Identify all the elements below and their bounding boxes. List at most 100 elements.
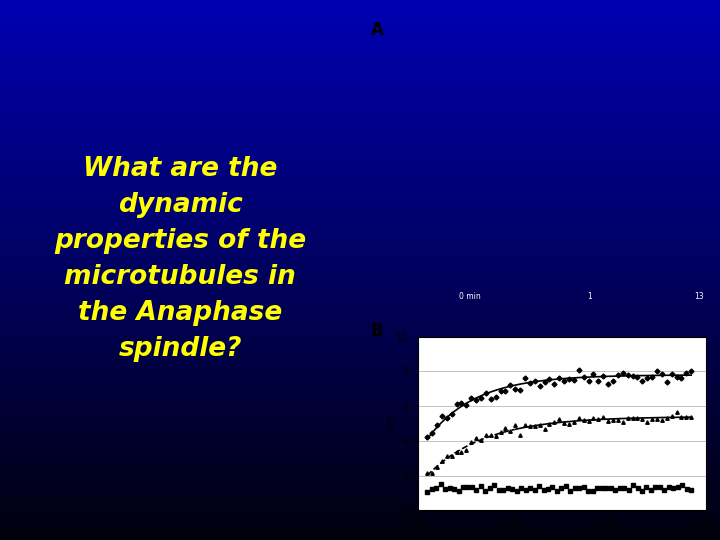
Bar xyxy=(0,124,720,127)
Bar xyxy=(0,173,720,176)
Bar xyxy=(0,243,720,246)
Bar xyxy=(0,49,720,51)
Bar xyxy=(0,16,720,19)
Bar xyxy=(0,359,720,362)
Bar xyxy=(0,65,720,68)
Bar xyxy=(0,418,720,421)
Bar xyxy=(0,408,720,410)
Bar xyxy=(0,386,720,389)
Text: What are the
dynamic
properties of the
microtubules in
the Anaphase
spindle?: What are the dynamic properties of the m… xyxy=(54,156,306,362)
Bar xyxy=(0,448,720,451)
Bar xyxy=(0,40,720,43)
Bar xyxy=(0,319,720,321)
Bar xyxy=(0,354,720,356)
Bar xyxy=(0,267,720,270)
Bar xyxy=(0,378,720,381)
Bar xyxy=(0,273,720,275)
Bar xyxy=(0,338,720,340)
Bar xyxy=(0,59,720,62)
Bar xyxy=(0,278,720,281)
Bar xyxy=(0,246,720,248)
Bar xyxy=(0,138,720,140)
Bar xyxy=(0,497,720,500)
Bar xyxy=(0,524,720,526)
Bar xyxy=(0,219,720,221)
Bar xyxy=(0,135,720,138)
Bar xyxy=(0,127,720,130)
Bar xyxy=(0,113,720,116)
Bar xyxy=(0,462,720,464)
Text: 1: 1 xyxy=(588,293,593,301)
Bar xyxy=(0,502,720,505)
Bar xyxy=(0,335,720,338)
Y-axis label: μm: μm xyxy=(385,415,395,433)
Bar xyxy=(0,254,720,256)
Bar xyxy=(0,373,720,375)
Bar xyxy=(0,410,720,413)
Bar xyxy=(0,8,720,11)
Bar xyxy=(0,500,720,502)
Text: B: B xyxy=(371,322,383,340)
Bar xyxy=(0,510,720,513)
Bar xyxy=(0,381,720,383)
Bar xyxy=(0,19,720,22)
Bar xyxy=(0,256,720,259)
Bar xyxy=(0,108,720,111)
Text: 0 min: 0 min xyxy=(459,293,481,301)
Bar xyxy=(0,232,720,235)
Bar xyxy=(0,262,720,265)
Bar xyxy=(0,162,720,165)
Bar xyxy=(0,32,720,35)
Text: A: A xyxy=(371,21,384,39)
Bar xyxy=(0,421,720,424)
Bar xyxy=(0,165,720,167)
Bar xyxy=(0,81,720,84)
Bar xyxy=(0,362,720,364)
Bar xyxy=(0,46,720,49)
Bar xyxy=(0,130,720,132)
Bar xyxy=(0,286,720,289)
Bar xyxy=(0,383,720,386)
Bar xyxy=(0,351,720,354)
Bar xyxy=(0,76,720,78)
Bar xyxy=(0,167,720,170)
Bar xyxy=(0,413,720,416)
Bar xyxy=(0,467,720,470)
Bar xyxy=(0,157,720,159)
Bar xyxy=(0,111,720,113)
Bar xyxy=(0,208,720,211)
Bar xyxy=(0,3,720,5)
Bar xyxy=(0,300,720,302)
Bar xyxy=(0,343,720,346)
Bar xyxy=(0,116,720,119)
Bar xyxy=(0,86,720,89)
Bar xyxy=(0,483,720,486)
Bar xyxy=(0,451,720,454)
Bar xyxy=(0,259,720,262)
Bar xyxy=(0,346,720,348)
Bar xyxy=(0,332,720,335)
Bar xyxy=(0,200,720,202)
Bar xyxy=(0,416,720,418)
Bar xyxy=(0,440,720,443)
Bar xyxy=(0,132,720,135)
Bar xyxy=(0,211,720,213)
Bar xyxy=(0,178,720,181)
Bar xyxy=(0,397,720,400)
Bar xyxy=(0,470,720,472)
Text: 13: 13 xyxy=(694,293,704,301)
Bar xyxy=(0,186,720,189)
Bar xyxy=(0,281,720,284)
Bar xyxy=(0,238,720,240)
Bar xyxy=(0,230,720,232)
Bar xyxy=(0,97,720,100)
Bar xyxy=(0,389,720,392)
Bar xyxy=(0,5,720,8)
Bar xyxy=(0,14,720,16)
Bar xyxy=(0,100,720,103)
Bar xyxy=(0,213,720,216)
Bar xyxy=(0,535,720,537)
Bar xyxy=(0,308,720,310)
Bar xyxy=(0,437,720,440)
Bar xyxy=(0,11,720,14)
